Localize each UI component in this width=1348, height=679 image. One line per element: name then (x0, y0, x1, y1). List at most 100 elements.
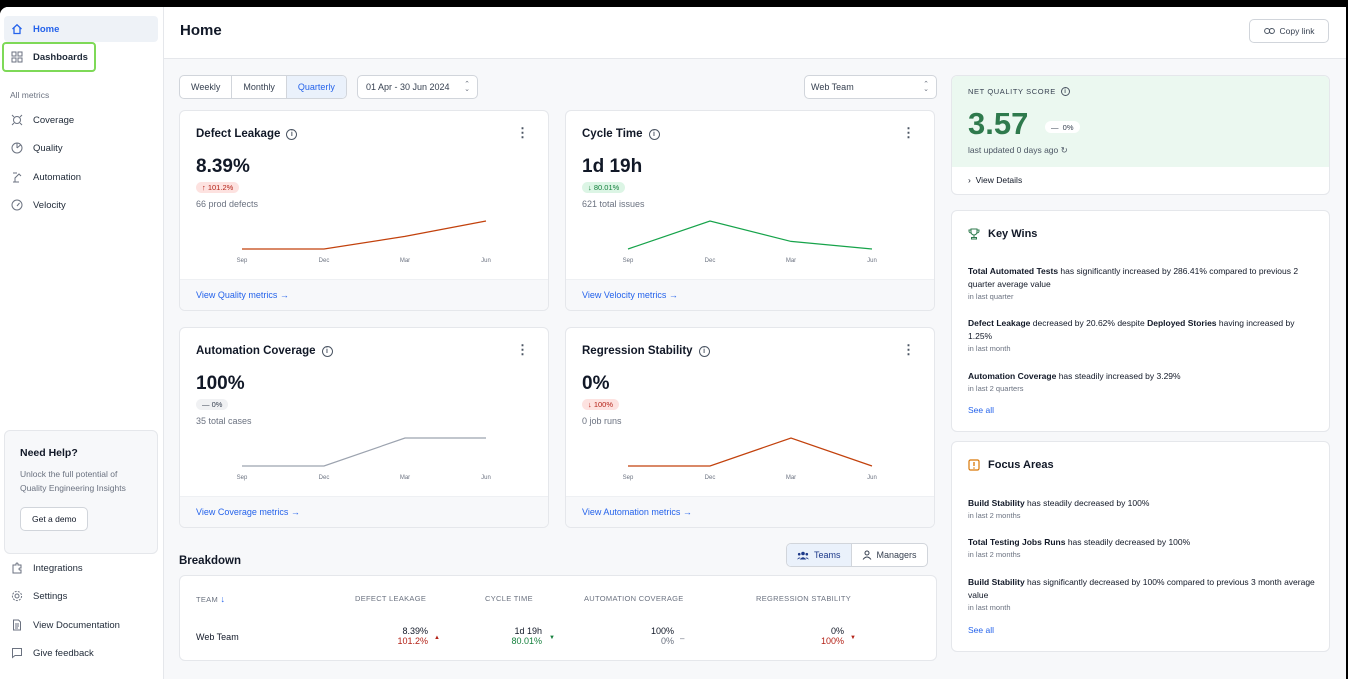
chevron-right-icon: › (968, 175, 971, 185)
sidebar-item-home[interactable]: Home (4, 16, 158, 42)
triangle-down-icon: ▼ (549, 635, 555, 641)
more-options-icon[interactable]: ⋮ (516, 125, 529, 140)
view-coverage-link[interactable]: View Coverage metrics → (180, 496, 548, 527)
x-tick-label: Dec (705, 258, 716, 264)
sidebar-item-dashboards[interactable]: Dashboards (2, 42, 96, 72)
change-badge: — 0% (196, 399, 229, 410)
pie-icon (10, 141, 24, 155)
sparkline-chart: Sep Dec Mar Jun (237, 437, 491, 481)
info-icon[interactable]: i (321, 345, 333, 357)
alert-icon (968, 459, 980, 471)
sparkline-series (627, 220, 873, 250)
more-options-icon[interactable]: ⋮ (516, 342, 529, 357)
sidebar-item-automation[interactable]: Automation (4, 164, 158, 190)
refresh-icon[interactable]: ↻ (1060, 145, 1068, 155)
focus-area-item: Build Stability has steadily decreased b… (968, 498, 1150, 520)
up-down-chevron-icon: ⌃ ⌄ (464, 81, 470, 93)
sparkline-chart: Sep Dec Mar Jun (623, 220, 877, 264)
header: Home Copy link (164, 7, 1346, 59)
get-demo-button[interactable]: Get a demo (20, 507, 89, 531)
sidebar-item-label: Dashboards (33, 51, 88, 63)
teams-tab[interactable]: Teams (787, 544, 852, 566)
focus-area-item: Total Testing Jobs Runs has steadily dec… (968, 537, 1191, 559)
sidebar-item-label: View Documentation (33, 619, 120, 631)
robot-arm-icon (10, 170, 24, 184)
period-weekly[interactable]: Weekly (180, 76, 233, 98)
managers-tab[interactable]: Managers (852, 544, 927, 566)
info-icon[interactable]: i (286, 128, 298, 140)
date-range-select[interactable]: 01 Apr - 30 Jun 2024 ⌃ ⌄ (357, 75, 478, 99)
sidebar-item-label: Settings (33, 590, 68, 602)
key-wins-title: Key Wins (968, 228, 1037, 240)
focus-area-item: Build Stability has significantly decrea… (968, 577, 1315, 612)
sparkline-chart: Sep Dec Mar Jun (623, 437, 877, 481)
nqs-updated: last updated 0 days ago ↻ (968, 145, 1068, 155)
sidebar-item-quality[interactable]: Quality (4, 135, 158, 161)
sidebar-item-integrations[interactable]: Integrations (4, 555, 158, 581)
sidebar-item-coverage[interactable]: Coverage (4, 107, 158, 133)
sparkline-series (628, 437, 873, 467)
info-icon[interactable]: i (1060, 87, 1070, 96)
card-title: Cycle Time i (582, 128, 660, 140)
team-select[interactable]: Web Team ⌃ ⌄ (804, 75, 937, 99)
x-tick-label: Sep (623, 258, 634, 264)
column-header-regression-stability[interactable]: REGRESSION STABILITY (756, 594, 852, 603)
copy-link-button[interactable]: Copy link (1249, 19, 1329, 43)
sidebar-item-documentation[interactable]: View Documentation (4, 612, 158, 638)
triangle-down-icon: ▼ (850, 635, 856, 641)
net-quality-score-header (952, 76, 1329, 167)
view-automation-link[interactable]: View Automation metrics → (566, 496, 934, 527)
page-title: Home (180, 22, 222, 39)
period-quarterly[interactable]: Quarterly (286, 76, 346, 98)
info-icon[interactable]: i (648, 128, 660, 140)
column-header-defect-leakage[interactable]: DEFECT LEAKAGE (355, 594, 427, 603)
sparkline-series (242, 220, 487, 250)
grid-icon (10, 50, 24, 64)
user-icon (862, 550, 871, 560)
column-header-automation-coverage[interactable]: AUTOMATION COVERAGE (584, 594, 684, 603)
key-wins-see-all-link[interactable]: See all (968, 405, 994, 415)
card-automation-coverage: Automation Coverage i ⋮ 100% — 0% 35 tota… (179, 327, 549, 528)
metric-value: 1d 19h (582, 156, 643, 177)
sidebar-item-label: Automation (33, 171, 82, 183)
metric-subtext: 0 job runs (582, 416, 622, 426)
sidebar-item-label: Quality (33, 142, 63, 154)
focus-areas-see-all-link[interactable]: See all (968, 625, 994, 635)
column-header-cycle-time[interactable]: CYCLE TIME (485, 594, 533, 603)
sidebar-item-velocity[interactable]: Velocity (4, 192, 158, 218)
metric-value: 100% (196, 373, 245, 394)
view-velocity-link[interactable]: View Velocity metrics → (566, 279, 934, 310)
period-monthly[interactable]: Monthly (232, 76, 287, 98)
change-badge: ↓ 100% (582, 399, 620, 410)
x-tick-label: Jun (867, 475, 877, 481)
view-details-button[interactable]: › View Details (968, 175, 1023, 185)
sort-down-icon[interactable]: ↓ (220, 594, 226, 604)
metric-value: 8.39% (196, 156, 250, 177)
more-options-icon[interactable]: ⋮ (902, 342, 915, 357)
more-options-icon[interactable]: ⋮ (902, 125, 915, 140)
info-icon[interactable]: i (698, 345, 710, 357)
help-card: Need Help? Unlock the full potential of … (4, 430, 158, 554)
sidebar-item-feedback[interactable]: Give feedback (4, 640, 158, 666)
sidebar-item-label: Velocity (33, 199, 66, 211)
home-icon (10, 22, 24, 36)
column-header-team[interactable]: TEAM ↓ (196, 594, 226, 604)
table-cell-cycle-time: 1d 19h 80.01% (511, 626, 542, 646)
view-quality-link[interactable]: View Quality metrics → (180, 279, 548, 310)
help-title: Need Help? (20, 447, 78, 459)
gear-icon (10, 589, 24, 603)
breakdown-title: Breakdown (179, 555, 241, 567)
table-cell-team[interactable]: Web Team (196, 632, 239, 642)
dash-icon: – (680, 634, 685, 643)
table-cell-coverage: 100% 0% (650, 626, 674, 646)
x-tick-label: Sep (623, 475, 634, 481)
users-icon (797, 551, 809, 559)
puzzle-icon (10, 561, 24, 575)
card-defect-leakage: Defect Leakage i ⋮ 8.39% ↑ 101.2% 66 prod… (179, 110, 549, 311)
breakdown-toggle: Teams Managers (786, 543, 928, 567)
metric-subtext: 35 total cases (196, 416, 252, 426)
document-icon (10, 618, 24, 632)
x-tick-label: Jun (481, 475, 491, 481)
sidebar-item-label: Give feedback (33, 647, 94, 659)
sidebar-item-settings[interactable]: Settings (4, 583, 158, 609)
